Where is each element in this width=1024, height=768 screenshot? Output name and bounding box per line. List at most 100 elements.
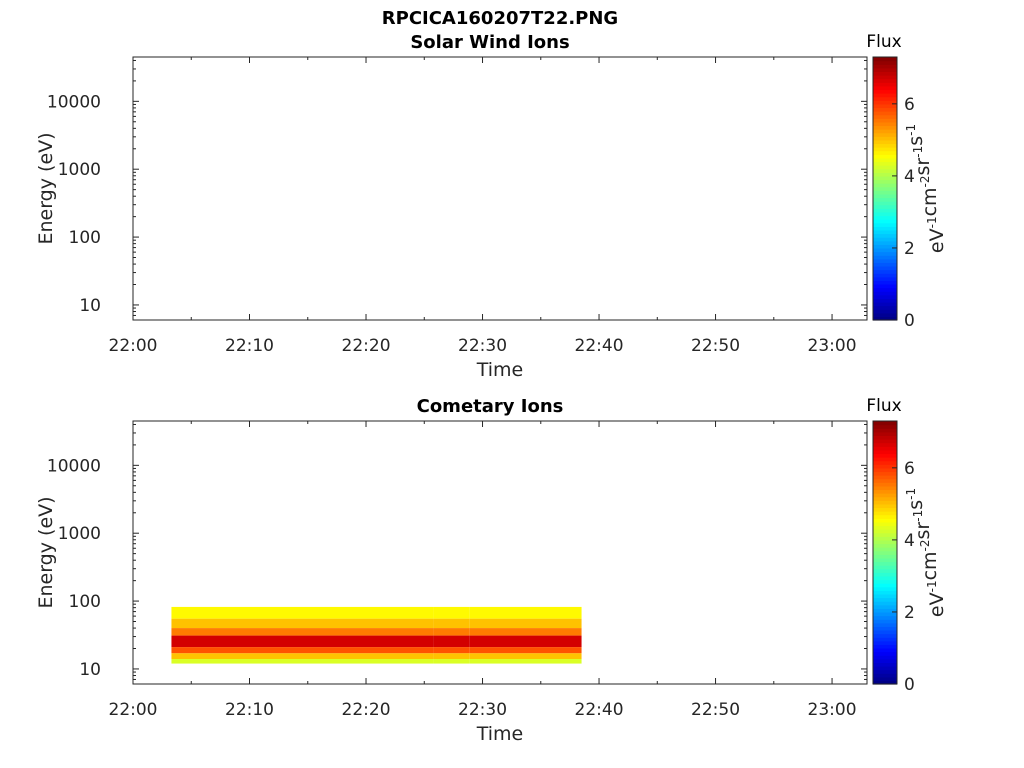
colorbar-segment <box>873 276 897 281</box>
colorbar-segment <box>873 651 897 656</box>
colorbar-frame <box>872 56 898 321</box>
colorbar-title: Flux <box>866 396 901 416</box>
colorbar-segment <box>873 658 897 663</box>
panel-0: Solar Wind Ions 22:00 22:10 22:20 22:30 22:40… <box>35 32 948 381</box>
flux-cell <box>469 647 582 654</box>
colorbar-segment <box>873 449 897 455</box>
colorbar-segment <box>873 611 897 617</box>
colorbar-segment <box>873 680 897 685</box>
colorbar-segment <box>873 280 897 285</box>
y-tick-label: 10 <box>79 660 101 680</box>
flux-cell <box>469 606 582 619</box>
colorbar-segment <box>873 107 897 112</box>
colorbar-segment <box>873 475 897 480</box>
unit-base: eV <box>926 592 948 617</box>
flux-cell <box>171 618 434 629</box>
colorbar-segment <box>873 539 897 545</box>
colorbar-segment <box>873 579 897 584</box>
x-axis-label: Time <box>476 359 524 381</box>
colorbar-segment <box>873 467 897 473</box>
x-tick-label: 22:50 <box>691 700 740 720</box>
colorbar-segment <box>873 100 897 105</box>
flux-cell <box>469 628 582 636</box>
colorbar-segment <box>873 597 897 602</box>
colorbar-segment <box>873 204 897 209</box>
flux-cell <box>433 659 470 664</box>
colorbar-segment <box>873 478 897 483</box>
colorbar-segment <box>873 179 897 184</box>
flux-cell <box>433 606 470 619</box>
colorbar-segment <box>873 233 897 238</box>
colorbar-units-label: eV-1cm-2sr-1s-1 <box>904 488 948 617</box>
x-tick-label: 22:00 <box>109 700 158 720</box>
colorbar-segment <box>873 183 897 188</box>
colorbar-segment <box>873 273 897 278</box>
colorbar-segment <box>873 197 897 202</box>
y-axis-label: Energy (eV) <box>35 132 57 244</box>
colorbar-segment <box>873 64 897 69</box>
unit-base: cm <box>919 187 941 216</box>
colorbar-segment <box>873 482 897 487</box>
colorbar-segment <box>873 550 897 555</box>
colorbar-segment <box>873 557 897 563</box>
colorbar-segment <box>873 568 897 573</box>
colorbar-segment <box>873 554 897 559</box>
x-tick-label: 22:30 <box>458 336 507 356</box>
colorbar-segment <box>873 316 897 321</box>
unit-exponent: -2 <box>918 175 932 187</box>
colorbar-segment <box>873 521 897 527</box>
colorbar-segment <box>873 215 897 220</box>
colorbar-segment <box>873 78 897 83</box>
flux-cell <box>433 653 470 660</box>
flux-cell <box>171 628 434 636</box>
x-tick-label: 22:50 <box>691 336 740 356</box>
unit-exponent: -1 <box>904 124 918 136</box>
colorbar-segment <box>873 309 897 314</box>
colorbar-segment <box>873 647 897 653</box>
colorbar-segment <box>873 294 897 299</box>
colorbar-tick-label: 2 <box>904 603 915 623</box>
colorbar-segment <box>873 460 897 465</box>
unit-exponent: -1 <box>911 146 925 158</box>
colorbar-segment <box>873 514 897 519</box>
colorbar-segment <box>873 590 897 595</box>
colorbar-segment <box>873 529 897 534</box>
unit-exponent: -1 <box>925 580 939 592</box>
colorbar-segment <box>873 593 897 599</box>
colorbar-segment <box>873 464 897 469</box>
flux-cell <box>469 635 582 648</box>
colorbar-segment <box>873 665 897 671</box>
colorbar-segment <box>873 96 897 101</box>
colorbar-segment <box>873 435 897 440</box>
colorbar-segment <box>873 525 897 530</box>
colorbar-segment <box>873 601 897 606</box>
colorbar-segment <box>873 103 897 109</box>
colorbar-segment <box>873 57 897 62</box>
colorbar-segment <box>873 604 897 609</box>
colorbar-segment <box>873 431 897 437</box>
x-tick-label: 23:00 <box>808 336 857 356</box>
colorbar-segment <box>873 619 897 624</box>
x-tick-label: 22:20 <box>342 700 391 720</box>
colorbar-segment <box>873 237 897 242</box>
y-tick-label: 10 <box>79 296 101 316</box>
colorbar-segment <box>873 143 897 148</box>
colorbar-segment <box>873 247 897 253</box>
colorbar-segment <box>873 150 897 155</box>
y-tick-label: 100 <box>69 592 101 612</box>
flux-cell <box>171 647 434 654</box>
colorbar-segment <box>873 211 897 217</box>
colorbar-segment <box>873 669 897 674</box>
colorbar-segment <box>873 561 897 566</box>
y-tick-label: 10000 <box>47 456 101 476</box>
colorbar-tick-label: 0 <box>904 675 915 695</box>
colorbar-title: Flux <box>866 32 901 52</box>
colorbar-segment <box>873 186 897 191</box>
colorbar-segment <box>873 251 897 256</box>
colorbar-segment <box>873 136 897 141</box>
colorbar-segment <box>873 655 897 660</box>
colorbar-segment <box>873 489 897 494</box>
